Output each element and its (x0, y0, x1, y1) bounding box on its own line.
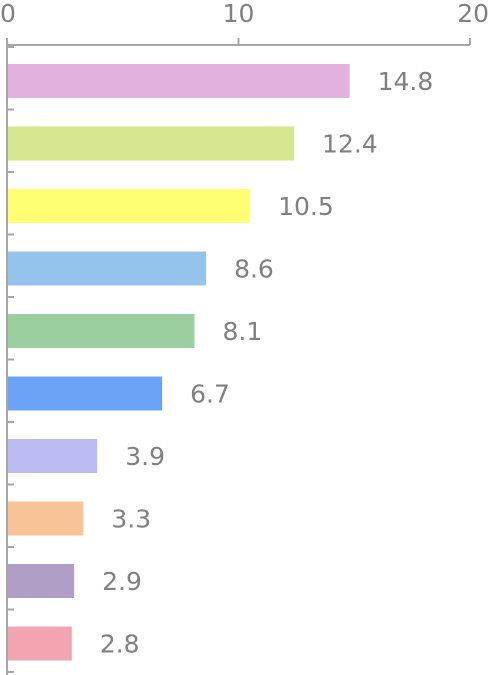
data-label: 12.4 (322, 130, 378, 159)
data-label: 14.8 (378, 67, 434, 96)
bar (8, 501, 84, 536)
data-label: 8.6 (234, 255, 274, 284)
bar (8, 126, 295, 161)
data-label: 10.5 (278, 192, 334, 221)
bar (8, 376, 163, 411)
data-label: 3.3 (111, 505, 151, 534)
x-tick-label: 10 (223, 0, 255, 28)
bar (8, 189, 251, 223)
bar (8, 251, 207, 286)
data-labels: 14.8 12.4 10.5 8.6 8.1 6.7 3.9 3.3 2.9 2.8 (100, 67, 433, 659)
data-label: 2.9 (102, 567, 142, 596)
x-tick-label: 0 (0, 0, 16, 28)
bar (8, 314, 195, 348)
bar (8, 626, 72, 661)
bar (8, 564, 75, 598)
x-axis: 0 10 20 (0, 0, 489, 46)
bar (8, 439, 98, 473)
data-label: 3.9 (125, 442, 165, 471)
y-axis (6, 45, 14, 675)
bars (8, 64, 350, 661)
bar (8, 64, 350, 98)
x-tick-label: 20 (457, 0, 489, 28)
data-label: 6.7 (190, 380, 230, 409)
data-label: 8.1 (223, 317, 263, 346)
data-label: 2.8 (100, 630, 140, 659)
